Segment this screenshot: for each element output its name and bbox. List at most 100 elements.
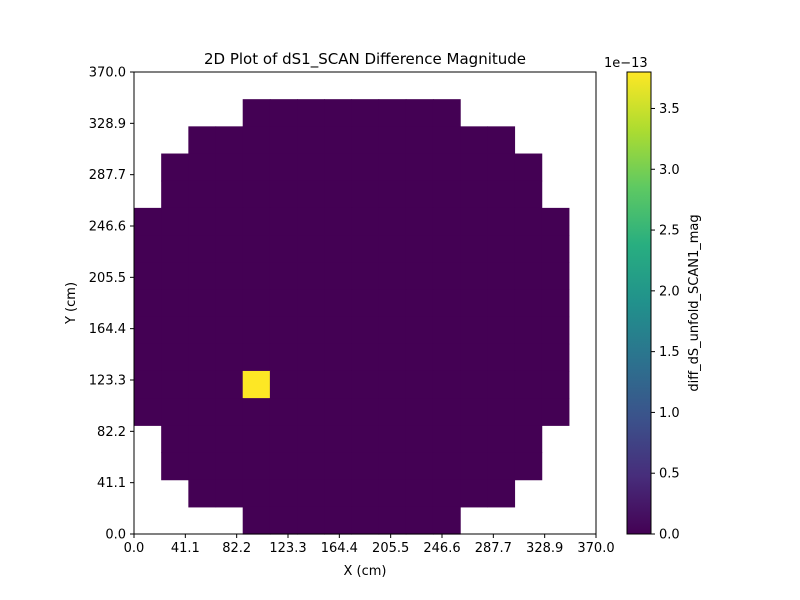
heatmap-cell	[324, 207, 353, 236]
heatmap-cell	[161, 425, 189, 454]
heatmap-cell	[215, 425, 244, 454]
heatmap-cell	[405, 180, 434, 209]
heatmap-cell	[269, 479, 298, 508]
heatmap-cell	[269, 370, 298, 399]
y-tick-label: 41.1	[97, 476, 126, 491]
heatmap-cell	[378, 99, 407, 127]
heatmap-cell	[297, 479, 325, 508]
colorbar-tick-label: 2.0	[659, 284, 680, 299]
heatmap-cell	[460, 207, 488, 236]
heatmap-cell	[378, 425, 407, 454]
heatmap-cell	[324, 180, 353, 209]
heatmap-cell	[215, 289, 244, 318]
colorbar-tick-label: 3.5	[659, 102, 680, 117]
heatmap-cell	[242, 398, 271, 426]
heatmap-cell	[405, 479, 434, 508]
heatmap-cell	[297, 425, 325, 454]
heatmap-cell	[541, 316, 570, 345]
heatmap-cell	[215, 207, 244, 236]
heatmap-cell	[269, 153, 298, 182]
colorbar-tick-label: 3.0	[659, 163, 680, 178]
heatmap-cell	[514, 180, 543, 209]
heatmap-cell	[432, 153, 461, 182]
heatmap-cell	[242, 370, 271, 399]
heatmap-cell	[242, 235, 271, 263]
y-tick-label: 328.9	[89, 117, 126, 132]
heatmap-cell	[215, 153, 244, 182]
heatmap-cell	[134, 316, 162, 345]
heatmap-cell	[378, 289, 407, 318]
heatmap-cell	[297, 235, 325, 263]
heatmap-cell	[378, 235, 407, 263]
heatmap-cell	[487, 452, 516, 481]
heatmap-cell	[351, 289, 380, 318]
heatmap-cell	[242, 452, 271, 481]
heatmap-cell	[432, 343, 461, 372]
heatmap-cell	[351, 316, 380, 345]
heatmap-cell	[242, 207, 271, 236]
heatmap-cell	[460, 180, 488, 209]
heatmap-cell	[351, 180, 380, 209]
x-tick-label: 370.0	[577, 541, 614, 556]
heatmap-cell	[324, 425, 353, 454]
heatmap-cell	[297, 343, 325, 372]
heatmap-cell	[297, 370, 325, 399]
y-tick-label: 82.2	[97, 425, 126, 440]
heatmap-cell	[269, 452, 298, 481]
heatmap-cell	[432, 289, 461, 318]
heatmap-cell	[487, 370, 516, 399]
heatmap-cell	[405, 153, 434, 182]
heatmap-cell	[134, 343, 162, 372]
heatmap-cell	[269, 207, 298, 236]
heatmap-cell	[215, 398, 244, 426]
heatmap-cell	[378, 316, 407, 345]
heatmap-cell	[242, 289, 271, 318]
colorbar-ticks: 0.0 0.5 1.0 1.5 2.0 2.5 3.0 3.5	[651, 102, 680, 543]
heatmap-cell	[242, 99, 271, 127]
heatmap-cell	[188, 153, 217, 182]
colorbar-label: diff_dS_unfold_SCAN1_mag	[687, 214, 702, 391]
heatmap-cell	[405, 207, 434, 236]
y-axis-ticks: 0.0 41.1 82.2 123.3 164.4 205.5 246.6 287.7 328.…	[89, 66, 134, 543]
heatmap-cell	[269, 425, 298, 454]
heatmap-cell	[161, 207, 189, 236]
heatmap-cell	[405, 452, 434, 481]
heatmap-cell	[487, 289, 516, 318]
heatmap-cell	[351, 398, 380, 426]
heatmap-cell	[188, 126, 217, 155]
heatmap-cell	[378, 207, 407, 236]
heatmap-cell	[432, 452, 461, 481]
heatmap-cell	[378, 153, 407, 182]
x-tick-label: 287.7	[475, 541, 512, 556]
heatmap-cell	[432, 99, 461, 127]
heatmap-cell	[188, 370, 217, 399]
heatmap-cell	[324, 153, 353, 182]
heatmap-cell	[460, 235, 488, 263]
heatmap-cell	[324, 506, 353, 535]
heatmap-cell	[378, 506, 407, 535]
heatmap-cell	[161, 180, 189, 209]
heatmap-cell	[242, 262, 271, 291]
heatmap-cell	[188, 452, 217, 481]
heatmap-cell	[460, 425, 488, 454]
heatmap-cell	[460, 398, 488, 426]
heatmap-cell	[378, 343, 407, 372]
heatmap-cell	[324, 452, 353, 481]
x-tick-label: 246.6	[423, 541, 460, 556]
y-tick-label: 246.6	[89, 220, 126, 235]
heatmap-cell	[269, 126, 298, 155]
heatmap-cell	[351, 370, 380, 399]
heatmap-cell	[378, 262, 407, 291]
heatmap-cell	[541, 398, 570, 426]
heatmap-cell	[514, 425, 543, 454]
heatmap-cell	[514, 343, 543, 372]
heatmap-cell	[269, 99, 298, 127]
heatmap-cell	[242, 343, 271, 372]
heatmap-cell	[378, 479, 407, 508]
heatmap-cell	[351, 343, 380, 372]
x-tick-label: 328.9	[526, 541, 563, 556]
heatmap-cell	[134, 370, 162, 399]
heatmap-cell	[215, 370, 244, 399]
heatmap-cell	[188, 479, 217, 508]
heatmap-cell	[215, 452, 244, 481]
